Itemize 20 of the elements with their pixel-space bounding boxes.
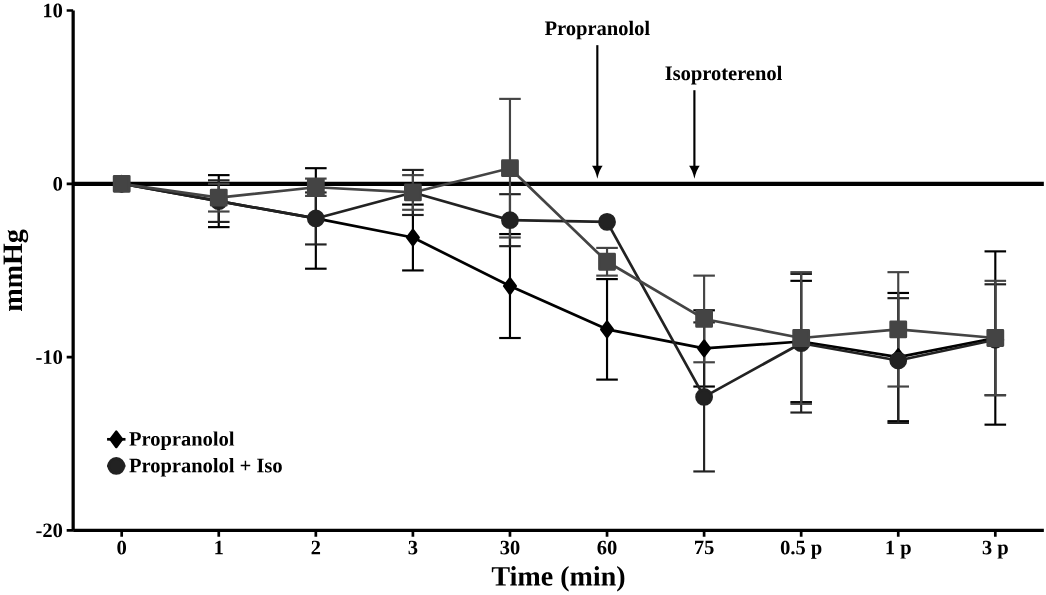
- x-tick-label: 0: [117, 540, 127, 555]
- annotation: Propranolol: [544, 20, 650, 40]
- x-tick-label: 60: [597, 540, 617, 555]
- y-tick-label: -20: [36, 523, 63, 538]
- x-tick-label: 3 p: [982, 540, 1008, 559]
- x-tick-label: 1: [215, 540, 223, 555]
- x-tick-label: 75: [695, 540, 714, 555]
- y-tick-label: -10: [36, 350, 63, 364]
- x-tick-label: 3: [408, 540, 418, 555]
- annotation: Isoproterenol: [665, 65, 782, 85]
- x-tick-label: 1 p: [886, 540, 911, 559]
- y-tick-label: 0: [53, 176, 63, 191]
- x-tick-label: 30: [500, 540, 520, 555]
- x-tick-label: 2: [311, 540, 321, 555]
- legend-label: Propranolol: [129, 431, 235, 450]
- legend-label: Propranolol + Iso: [129, 457, 282, 477]
- x-axis-title: Time (min): [491, 566, 625, 592]
- y-axis-title: mmHg: [3, 229, 29, 311]
- y-tick-label: 10: [44, 3, 63, 18]
- x-tick-label: 0.5 p: [780, 540, 822, 559]
